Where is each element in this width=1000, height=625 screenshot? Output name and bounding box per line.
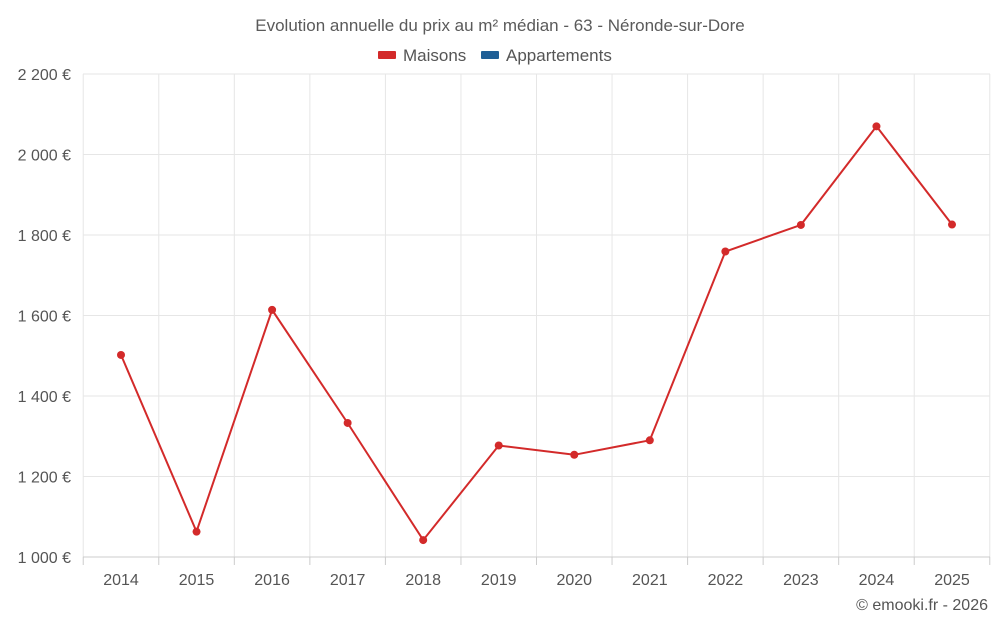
x-tick-label: 2024 [859, 572, 895, 589]
y-axis-ticks: 1 000 € 1 200 € 1 400 € 1 600 € 1 800 € 2 000… [18, 67, 71, 567]
chart-title: Evolution annuelle du prix au m² médian … [255, 16, 744, 35]
legend-label-maisons: Maisons [403, 46, 466, 65]
data-point-maisons[interactable] [343, 418, 352, 427]
legend-swatch-maisons [378, 51, 396, 59]
x-tick-label: 2023 [783, 572, 819, 589]
credit-text: © emooki.fr - 2026 [856, 597, 988, 614]
y-tick-label: 1 200 € [18, 470, 71, 487]
x-tick-label: 2020 [556, 572, 592, 589]
data-point-maisons[interactable] [796, 220, 805, 229]
legend-swatch-appartements [481, 51, 499, 59]
x-tick-label: 2014 [103, 572, 139, 589]
data-point-maisons[interactable] [721, 247, 730, 256]
x-tick-label: 2016 [254, 572, 290, 589]
data-point-maisons[interactable] [494, 441, 503, 450]
y-tick-label: 1 600 € [18, 309, 71, 326]
legend: Maisons Appartements [378, 46, 612, 65]
data-point-maisons[interactable] [570, 450, 579, 459]
legend-item-maisons[interactable]: Maisons [378, 46, 466, 65]
y-tick-label: 1 000 € [18, 550, 71, 567]
data-point-maisons[interactable] [645, 436, 654, 445]
x-tick-label: 2017 [330, 572, 366, 589]
series-line-maisons [120, 124, 953, 542]
x-tick-label: 2025 [934, 572, 970, 589]
legend-item-appartements[interactable]: Appartements [481, 46, 612, 65]
x-tick-label: 2019 [481, 572, 517, 589]
horizontal-grid [83, 73, 990, 477]
data-point-maisons[interactable] [948, 220, 956, 229]
x-tick-label: 2015 [179, 572, 215, 589]
y-tick-label: 1 800 € [18, 228, 71, 245]
y-tick-label: 2 200 € [18, 67, 71, 84]
x-tick-label: 2018 [405, 572, 441, 589]
x-tick-label: 2022 [708, 572, 744, 589]
y-tick-label: 1 400 € [18, 389, 71, 406]
x-tick-label: 2021 [632, 572, 668, 589]
legend-label-appartements: Appartements [506, 46, 612, 65]
x-axis-ticks: 2014 2015 2016 2017 2018 2019 2020 2021 2022 2023… [82, 557, 991, 589]
data-point-maisons[interactable] [192, 527, 201, 536]
data-point-maisons[interactable] [268, 305, 277, 314]
y-tick-label: 2 000 € [18, 148, 71, 165]
series-layer [117, 122, 956, 545]
data-point-maisons[interactable] [419, 536, 428, 545]
data-point-maisons[interactable] [117, 350, 125, 359]
data-point-maisons[interactable] [872, 122, 881, 131]
